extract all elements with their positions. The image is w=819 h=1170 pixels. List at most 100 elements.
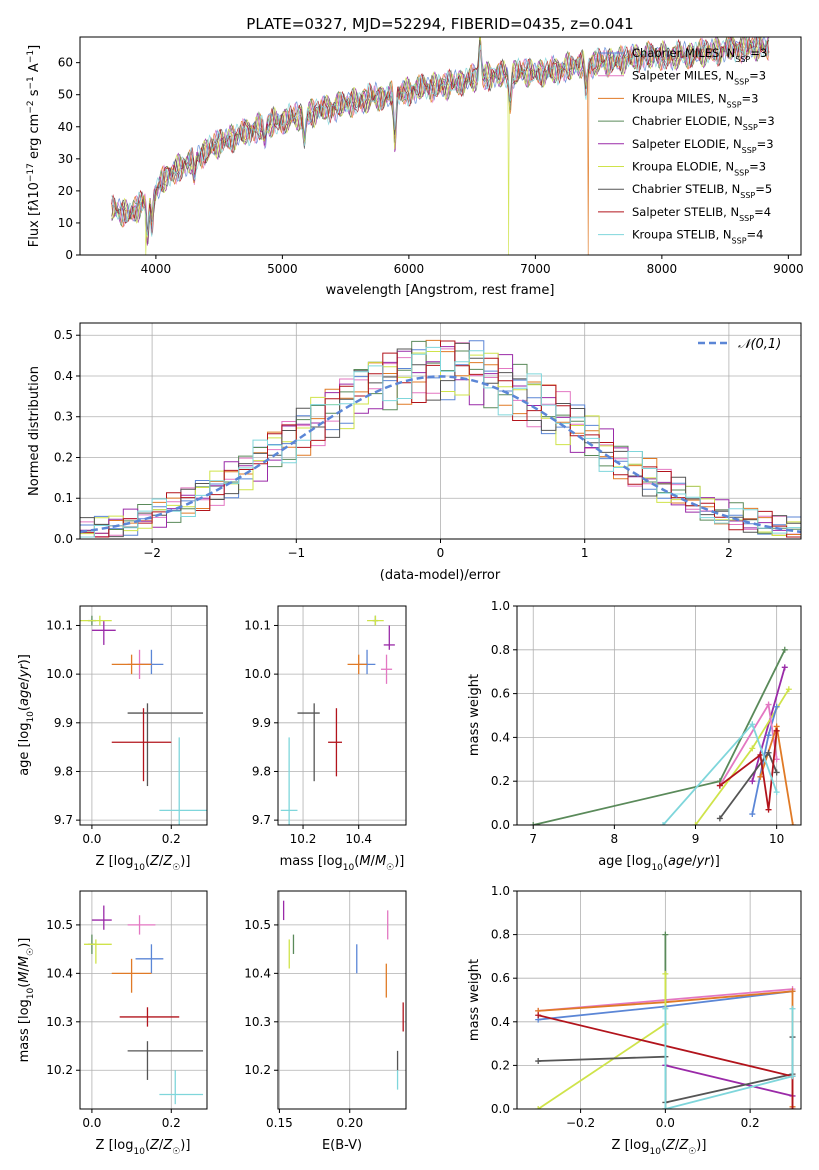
age-vs-Z-plot: 0.0 0.29.79.89.910.010.1 Z [log10(Z/Z☉)] … [17, 605, 208, 873]
x-tick-label: 0.15 [266, 1116, 293, 1130]
age-vs-mass-grid [278, 606, 406, 825]
y-tick-label: 0.2 [54, 450, 73, 464]
residuals-plot: −2 −1 0 1 2 0.0 0.1 0.2 0.3 0.4 0.5 𝒩(0,1) (data-m… [27, 322, 802, 583]
spectrum-axes-frame [79, 36, 802, 256]
weight-marker [789, 1073, 796, 1080]
legend-label: Kroupa ELODIE, NSSP=3 [632, 160, 766, 178]
age-vs-Z-points [80, 615, 207, 825]
y-tick-label: 0.2 [491, 774, 510, 788]
spectrum-line [111, 37, 770, 237]
legend-label: Kroupa MILES, NSSP=3 [632, 91, 758, 109]
x-tick-label: 0.20 [336, 1116, 363, 1130]
weight-marker [662, 931, 669, 938]
x-tick-label: −2 [143, 546, 161, 560]
mass-vs-EBV-points [282, 900, 404, 1090]
x-tick-label: 0.2 [741, 1116, 760, 1130]
y-tick-label: 0.4 [491, 1015, 510, 1029]
y-tick-label: 30 [58, 152, 73, 166]
weight-marker [749, 721, 756, 728]
residuals-ticks: −2 −1 0 1 2 0.0 0.1 0.2 0.3 0.4 0.5 [54, 328, 733, 560]
massweight-vs-age-plot: 7 8 9 10 0.0 0.2 0.4 0.6 0.8 1.0 age [log10(age/y… [467, 599, 802, 873]
weight-marker [773, 769, 780, 776]
normal-legend-label: 𝒩(0,1) [738, 337, 781, 352]
weight-marker [781, 664, 788, 671]
y-tick-label: 10.4 [46, 966, 73, 980]
mass-vs-EBV-frame [277, 890, 407, 1110]
x-tick-label: 5000 [267, 262, 298, 276]
y-tick-label: 10.0 [244, 667, 271, 681]
legend-label: Chabrier ELODIE, NSSP=3 [632, 114, 775, 132]
x-tick-label: 10.4 [345, 832, 372, 846]
weight-line [719, 730, 778, 810]
weight-line [751, 667, 786, 782]
weight-marker [765, 732, 772, 739]
y-tick-label: 10.1 [46, 618, 73, 632]
y-tick-label: 0.0 [491, 1102, 510, 1116]
massweight-vs-age-lines [530, 646, 796, 825]
weight-marker [781, 646, 788, 653]
y-tick-label: 0.1 [54, 491, 73, 505]
x-tick-label: 10 [769, 832, 784, 846]
spectrum-line [111, 37, 770, 230]
weight-marker [765, 749, 772, 756]
spectrum-lines [111, 37, 770, 255]
massweight-vs-age-ylabel: mass weight [467, 674, 482, 756]
weight-marker [789, 1106, 796, 1109]
spectrum-line [111, 37, 770, 236]
x-tick-label: 0.0 [82, 1116, 101, 1130]
weight-line [665, 1064, 793, 1097]
weight-marker [757, 773, 764, 780]
y-tick-label: 0.3 [54, 410, 73, 424]
age-vs-mass-points [280, 615, 395, 825]
y-tick-label: 20 [58, 184, 73, 198]
y-tick-label: 9.8 [54, 764, 73, 778]
x-tick-label: 0 [437, 546, 445, 560]
spectrum-legend: Chabrier MILES, NSSP=3 Salpeter MILES, NS… [598, 46, 775, 245]
y-tick-label: 10.2 [46, 1063, 73, 1077]
spectrum-ylabel: Flux [fλ10−17 erg cm−2 s−1 A−1] [26, 45, 42, 247]
legend-label: Chabrier STELIB, NSSP=5 [632, 182, 772, 200]
weight-marker [692, 822, 699, 825]
histogram-step [80, 342, 801, 539]
y-tick-label: 9.9 [54, 716, 73, 730]
x-tick-label: 1 [581, 546, 589, 560]
legend-label: Salpeter STELIB, NSSP=4 [632, 205, 771, 223]
residuals-xlabel: (data-model)/error [380, 568, 501, 583]
weight-marker [530, 822, 537, 825]
y-tick-label: 40 [58, 120, 73, 134]
legend-label: Chabrier MILES, NSSP=3 [632, 46, 767, 64]
y-tick-label: 1.0 [491, 599, 510, 613]
age-vs-mass-plot: 10.2 10.4 9.7 9.8 9.9 10.0 10.1 mass [log10(M/… [244, 605, 407, 873]
y-tick-label: 10.5 [46, 918, 73, 932]
x-tick-label: −0.2 [566, 1116, 595, 1130]
legend-label: Salpeter MILES, NSSP=3 [632, 69, 766, 87]
age-vs-mass-ticks: 10.2 10.4 9.7 9.8 9.9 10.0 10.1 [244, 618, 372, 846]
residuals-histograms [80, 339, 801, 539]
x-tick-label: −1 [287, 546, 305, 560]
massweight-vs-age-frame [516, 605, 802, 826]
y-tick-label: 10.4 [244, 966, 271, 980]
x-tick-label: 2 [725, 546, 733, 560]
mass-vs-Z-points [83, 905, 204, 1105]
weight-marker [662, 970, 669, 977]
y-tick-label: 0.0 [54, 532, 73, 546]
y-tick-label: 0.6 [491, 971, 510, 985]
mass-vs-EBV-ticks: 0.15 0.20 10.2 10.3 10.4 10.5 [244, 918, 363, 1130]
x-tick-label: 0.0 [82, 832, 101, 846]
histogram-step [80, 346, 801, 539]
mass-vs-Z-ylabel: mass [log10(M/M☉)] [17, 938, 36, 1063]
y-tick-label: 1.0 [491, 884, 510, 898]
spectrum-xlabel: wavelength [Angstrom, rest frame] [326, 283, 555, 298]
y-tick-label: 0.5 [54, 328, 73, 342]
x-tick-label: 8 [611, 832, 619, 846]
y-tick-label: 9.7 [252, 813, 271, 827]
normal-curve [80, 375, 801, 534]
x-tick-label: 7 [529, 832, 537, 846]
massweight-vs-age-xlabel: age [log10(age/yr)] [598, 854, 720, 873]
x-tick-label: 8000 [647, 262, 678, 276]
x-tick-label: 9000 [773, 262, 804, 276]
y-tick-label: 0.4 [491, 730, 510, 744]
weight-marker [535, 1012, 542, 1019]
weight-marker [789, 822, 796, 825]
